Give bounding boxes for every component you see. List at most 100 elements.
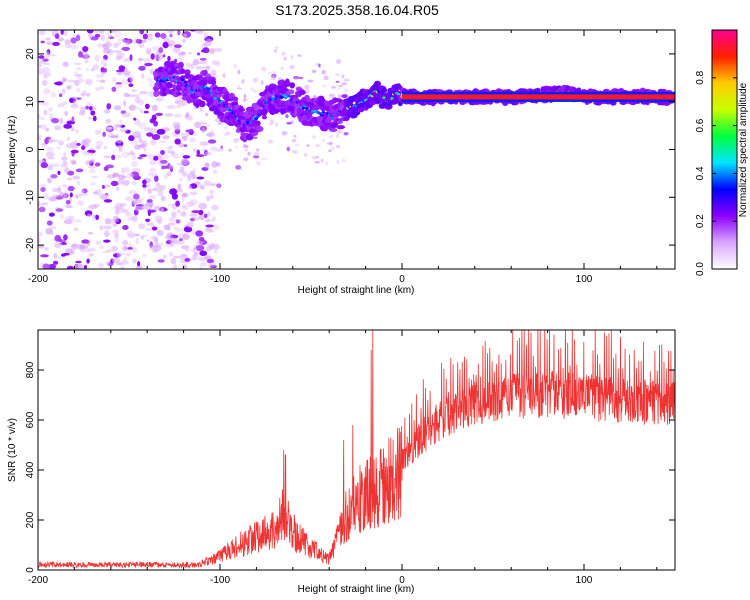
noise-cell	[134, 119, 141, 126]
noise-cell	[190, 63, 195, 70]
noise-cell	[237, 69, 241, 75]
noise-cell	[131, 88, 137, 93]
noise-cell	[112, 173, 121, 178]
noise-cell	[149, 168, 157, 172]
noise-cell	[206, 258, 215, 264]
noise-cell	[43, 109, 48, 116]
noise-cell	[180, 158, 189, 165]
noise-cell	[167, 55, 171, 62]
noise-cell	[85, 78, 93, 83]
noise-cell	[223, 126, 228, 130]
noise-cell	[337, 144, 341, 150]
noise-cell	[132, 131, 142, 138]
noise-cell	[164, 235, 174, 240]
noise-cell	[336, 133, 340, 138]
noise-cell	[267, 71, 272, 75]
noise-cell	[203, 32, 208, 39]
noise-cell	[146, 77, 153, 82]
noise-cell	[133, 193, 140, 200]
noise-cell	[42, 101, 50, 107]
noise-cell	[183, 246, 188, 250]
noise-cell	[85, 160, 92, 166]
noise-cell	[167, 30, 175, 34]
noise-cell	[212, 243, 220, 251]
noise-cell	[204, 123, 211, 128]
noise-cell	[65, 200, 71, 205]
noise-cell	[130, 140, 139, 145]
ridge-cell	[286, 89, 295, 95]
noise-cell	[163, 174, 168, 180]
noise-cell	[50, 91, 57, 98]
noise-cell	[188, 51, 192, 55]
noise-cell	[306, 144, 310, 147]
noise-cell	[178, 177, 183, 182]
noise-cell	[163, 224, 171, 231]
noise-cell	[115, 42, 121, 46]
noise-cell	[124, 210, 130, 216]
noise-cell	[68, 215, 75, 221]
noise-cell	[217, 121, 223, 126]
noise-cell	[155, 153, 162, 157]
noise-cell	[63, 152, 67, 157]
snr-series-line	[38, 330, 675, 569]
noise-cell	[144, 103, 150, 109]
noise-cell	[170, 257, 177, 265]
noise-cell	[69, 44, 79, 50]
y-tick-label: -20	[25, 237, 36, 252]
noise-cell	[110, 180, 119, 187]
noise-cell	[182, 155, 191, 159]
noise-cell	[70, 159, 77, 165]
noise-cell	[290, 120, 294, 124]
noise-cell	[105, 118, 111, 124]
noise-cell	[121, 179, 130, 186]
noise-cell	[178, 238, 183, 242]
noise-cell	[166, 104, 176, 110]
noise-cell	[63, 77, 68, 82]
noise-cell	[41, 79, 48, 87]
y-tick-label: -10	[25, 190, 36, 205]
noise-cell	[291, 149, 299, 154]
ridge-cell	[219, 111, 225, 117]
noise-cell	[206, 242, 210, 250]
noise-cell	[55, 208, 64, 212]
snr-frame	[37, 329, 676, 571]
noise-cell	[75, 34, 81, 42]
noise-cell	[82, 90, 87, 97]
noise-cell	[54, 234, 62, 242]
noise-cell	[88, 116, 93, 120]
noise-cell	[59, 213, 64, 219]
noise-cell	[139, 90, 149, 95]
noise-cell	[116, 145, 124, 148]
noise-cell	[117, 37, 126, 43]
noise-cell	[59, 191, 64, 198]
noise-cell	[328, 93, 335, 98]
noise-cell	[315, 143, 321, 147]
noise-cell	[117, 179, 124, 185]
noise-cell	[187, 115, 193, 121]
ridge-cell	[337, 125, 346, 130]
noise-cell	[209, 189, 215, 195]
noise-cell	[57, 37, 65, 42]
noise-cell	[114, 233, 119, 238]
noise-cell	[154, 185, 158, 189]
noise-cell	[175, 105, 182, 109]
noise-cell	[146, 132, 154, 137]
noise-cell	[210, 69, 217, 76]
noise-cell	[168, 164, 174, 169]
noise-cell	[70, 104, 79, 109]
noise-cell	[186, 221, 194, 228]
noise-cell	[131, 161, 138, 168]
noise-cell	[205, 218, 210, 223]
colorbar-gradient	[711, 29, 738, 270]
noise-cell	[149, 127, 157, 134]
noise-cell	[213, 249, 218, 254]
noise-cell	[168, 217, 177, 222]
noise-cell	[136, 38, 140, 44]
noise-cell	[64, 167, 69, 174]
noise-cell	[133, 198, 138, 206]
noise-cell	[162, 37, 170, 43]
noise-cell	[60, 30, 65, 35]
ridge-cell	[329, 127, 338, 133]
noise-cell	[126, 172, 134, 179]
